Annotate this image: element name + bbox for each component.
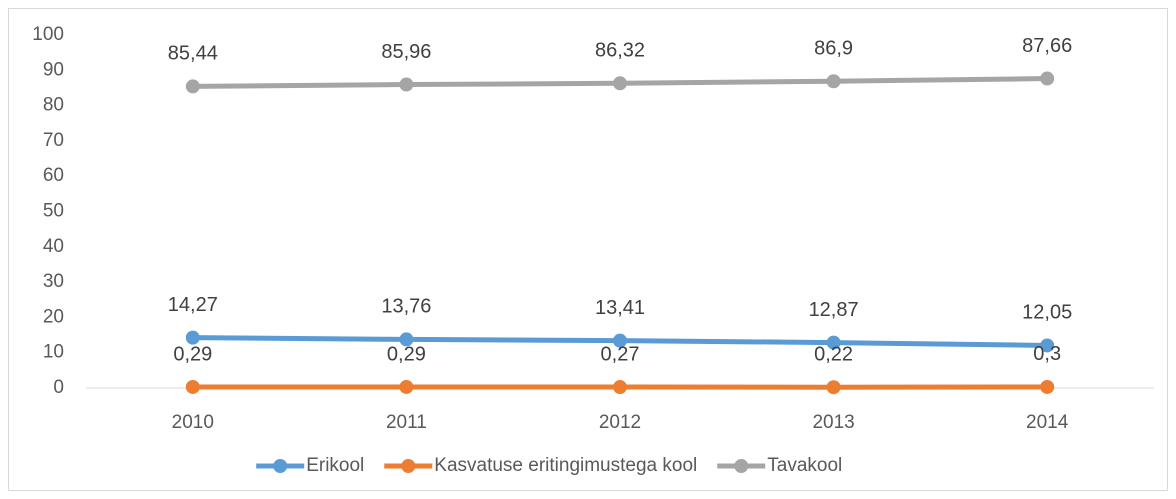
data-label: 0,29 [387, 343, 426, 365]
data-point [399, 379, 414, 394]
data-label: 13,76 [381, 296, 431, 318]
data-point [826, 335, 841, 350]
legend-marker [273, 459, 288, 473]
legend-label: Erikool [306, 455, 364, 476]
data-label: 85,96 [381, 41, 431, 63]
data-label: 14,27 [168, 294, 218, 316]
chart-border [8, 8, 1168, 491]
data-label: 0,29 [173, 343, 212, 365]
legend-marker [734, 459, 749, 473]
legend-label: Tavakool [767, 455, 842, 476]
y-tick-label: 20 [43, 306, 64, 327]
data-point [185, 79, 200, 94]
x-tick-label: 2014 [1026, 412, 1069, 433]
data-label: 0,22 [814, 344, 853, 366]
data-point [185, 330, 200, 345]
x-tick-label: 2011 [386, 412, 427, 433]
data-label: 12,05 [1022, 302, 1072, 324]
y-tick-label: 80 [43, 95, 64, 116]
y-tick-label: 60 [43, 165, 64, 186]
data-label: 0,27 [601, 343, 640, 365]
data-point [399, 77, 414, 92]
legend-marker [401, 459, 416, 473]
data-label: 87,66 [1022, 35, 1072, 57]
data-label: 85,44 [168, 43, 218, 65]
y-tick-label: 50 [43, 201, 64, 222]
y-tick-label: 30 [43, 271, 64, 292]
y-tick-label: 90 [43, 59, 64, 80]
y-tick-label: 10 [43, 342, 64, 363]
data-point [826, 74, 841, 89]
legend-label: Kasvatuse eritingimustega kool [434, 455, 697, 476]
data-label: 12,87 [809, 299, 859, 321]
data-label: 13,41 [595, 297, 645, 319]
data-point [1040, 379, 1055, 394]
y-tick-label: 100 [32, 24, 64, 45]
data-point [613, 333, 627, 348]
data-point [185, 379, 200, 394]
data-label: 86,32 [595, 40, 645, 62]
data-point [1040, 338, 1055, 353]
data-point [613, 76, 627, 91]
y-tick-label: 40 [43, 236, 64, 257]
y-tick-label: 70 [43, 130, 64, 151]
x-tick-label: 2012 [599, 412, 641, 433]
data-label: 86,9 [814, 38, 853, 60]
y-tick-label: 0 [53, 377, 64, 398]
x-tick-label: 2013 [812, 412, 854, 433]
data-point [613, 380, 627, 395]
data-point [1040, 71, 1055, 86]
data-point [826, 380, 841, 395]
x-tick-label: 2010 [172, 412, 214, 433]
data-point [399, 332, 414, 347]
data-label: 0,3 [1033, 343, 1061, 365]
